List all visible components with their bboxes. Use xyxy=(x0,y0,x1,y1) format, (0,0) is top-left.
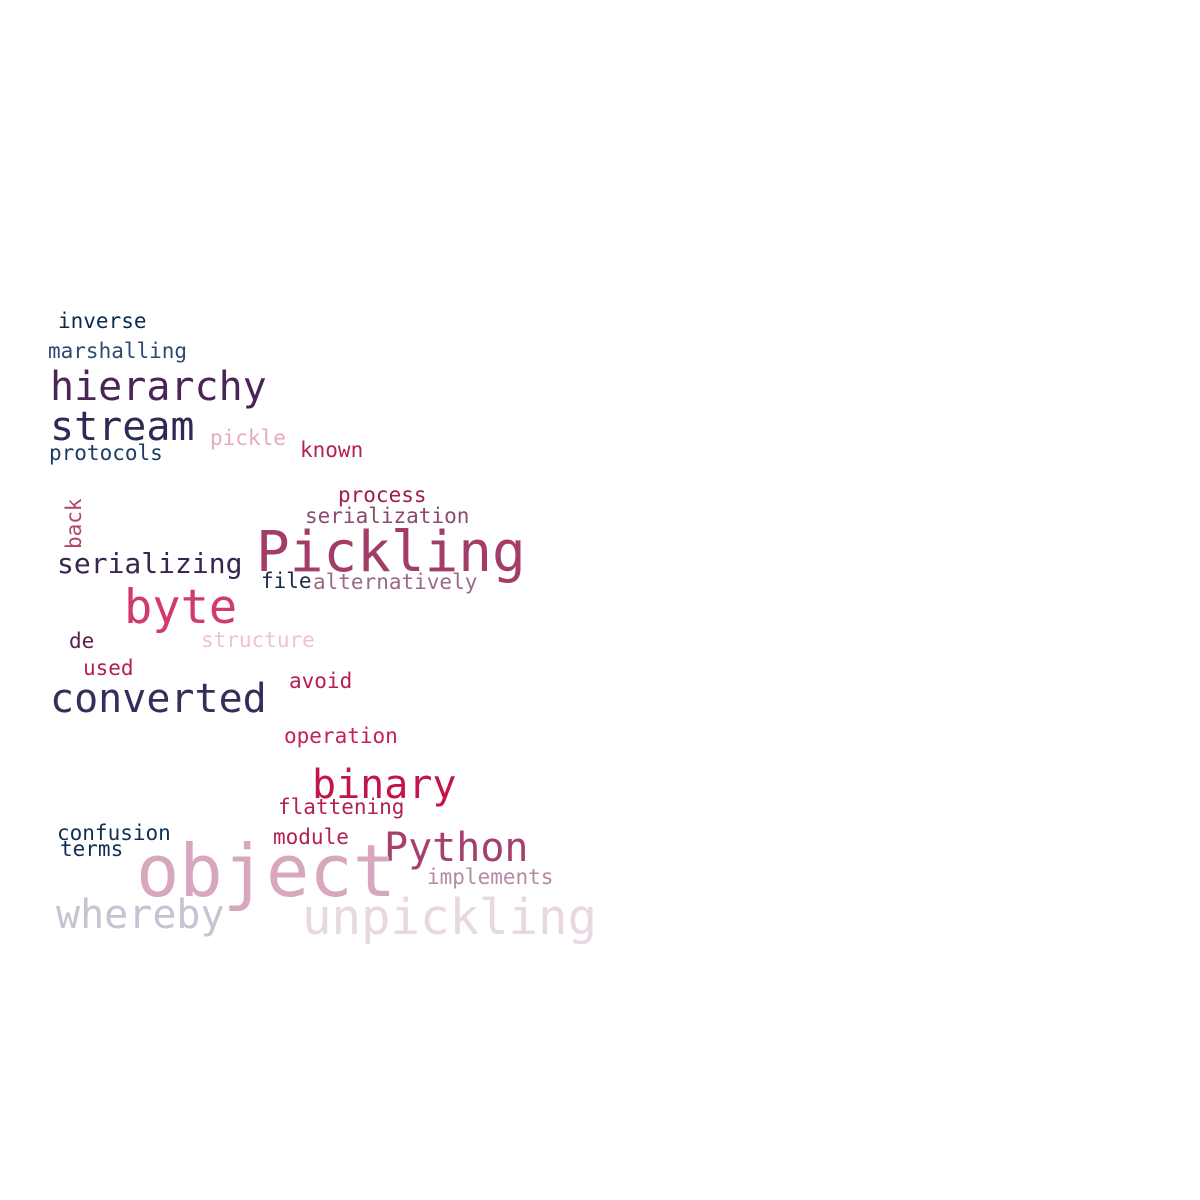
word-structure: structure xyxy=(201,628,315,652)
word-terms: terms xyxy=(60,837,124,861)
word-whereby: whereby xyxy=(56,892,225,938)
word-binary: binary xyxy=(312,762,457,808)
word-confusion: confusion xyxy=(57,821,171,845)
word-known: known xyxy=(300,438,364,462)
word-alternatively: alternatively xyxy=(313,570,478,594)
word-marshalling: marshalling xyxy=(48,339,188,363)
word-converted: converted xyxy=(50,676,267,722)
word-object: object xyxy=(136,829,397,913)
word-protocols: protocols xyxy=(49,441,163,465)
word-hierarchy: hierarchy xyxy=(50,364,267,410)
word-serialization: serialization xyxy=(305,504,470,528)
word-pickle: pickle xyxy=(210,426,286,450)
word-avoid: avoid xyxy=(289,669,353,693)
word-process: process xyxy=(338,483,427,507)
word-flattening: flattening xyxy=(278,795,405,819)
word-back: back xyxy=(62,498,86,549)
word-serializing: serializing xyxy=(57,547,243,580)
word-operation: operation xyxy=(284,724,398,748)
word-file: file xyxy=(261,569,312,593)
word-module: module xyxy=(273,825,349,849)
word-unpickling: unpickling xyxy=(302,889,598,946)
word-used: used xyxy=(83,656,134,680)
word-byte: byte xyxy=(124,580,238,635)
word-stream: stream xyxy=(50,404,195,450)
word-pickling: Pickling xyxy=(256,520,526,585)
word-implements: implements xyxy=(427,865,554,889)
word-python: Python xyxy=(384,825,529,871)
word-inverse: inverse xyxy=(58,309,147,333)
word-de: de xyxy=(69,629,95,653)
